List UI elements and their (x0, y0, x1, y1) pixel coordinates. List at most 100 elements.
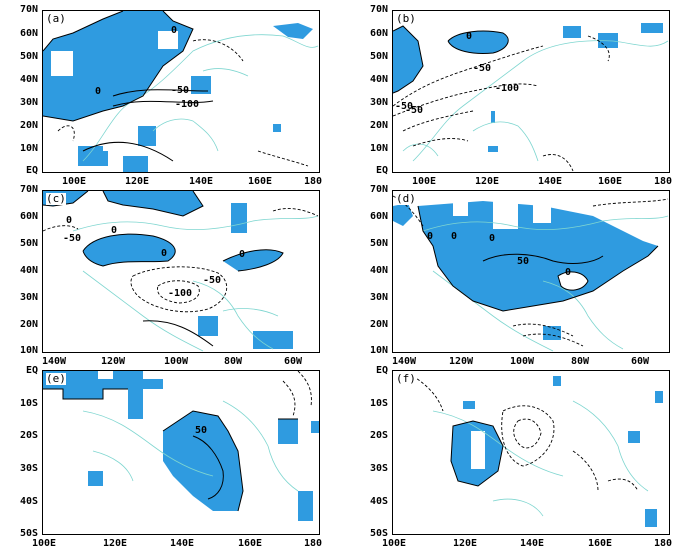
x-tick: 80W (570, 356, 590, 367)
map-frame-c: 0 -50 0 0 0 -50 -100 (c) (42, 190, 320, 353)
x-tick: 120E (474, 176, 500, 187)
masked-blocks (98, 371, 163, 379)
contours (393, 25, 509, 94)
contour-label: -50 (473, 63, 491, 74)
shaded-regions (393, 201, 658, 340)
shaded-regions (43, 11, 313, 172)
x-tick: 180 (653, 176, 673, 187)
y-tick: 50N (369, 238, 388, 249)
panel-label: (d) (396, 192, 416, 205)
y-tick: 40N (369, 265, 388, 276)
y-tick: 60N (19, 28, 38, 39)
y-tick: 40N (19, 74, 38, 85)
panel-label: (f) (396, 372, 416, 385)
x-tick: 140W (41, 356, 67, 367)
y-tick: 40S (369, 496, 388, 507)
contour-label: 0 (95, 86, 101, 97)
y-tick: 20N (369, 319, 388, 330)
coastlines (82, 34, 319, 162)
panel-label: (e) (46, 372, 66, 385)
x-tick: 120E (452, 538, 478, 549)
x-tick: 120E (102, 538, 128, 549)
x-tick: 80W (223, 356, 243, 367)
x-tick: 60W (630, 356, 650, 367)
x-tick: 140W (391, 356, 417, 367)
negative-contours (393, 195, 669, 347)
x-tick: 120W (100, 356, 126, 367)
x-tick: 140E (188, 176, 214, 187)
coastlines (72, 215, 319, 352)
contour-label: 50 (195, 425, 207, 436)
y-tick: 40N (369, 74, 388, 85)
contour-label: -50 (171, 85, 189, 96)
x-tick: 100E (61, 176, 87, 187)
y-tick: 20S (19, 430, 38, 441)
coastlines (422, 215, 669, 352)
y-tick: 20S (369, 430, 388, 441)
contour-label: 0 (66, 215, 72, 226)
y-tick: EQ (25, 365, 38, 376)
panel-label: (c) (46, 192, 66, 205)
x-tick: 100E (31, 538, 57, 549)
x-tick: 160E (587, 538, 613, 549)
y-tick: 10N (19, 345, 38, 356)
map-frame-d: 0 0 0 50 0 (d) (392, 190, 670, 353)
y-tick: 60N (369, 211, 388, 222)
y-tick: EQ (375, 165, 388, 176)
y-tick: 10N (369, 345, 388, 356)
y-tick: 10N (19, 143, 38, 154)
y-tick: EQ (375, 365, 388, 376)
x-tick: 60W (283, 356, 303, 367)
y-tick: EQ (25, 165, 38, 176)
map-frame-f: (f) (392, 370, 670, 535)
map-frame-e: 50 (e) (42, 370, 320, 535)
contour-label: -50 (405, 105, 423, 116)
y-tick: 50N (19, 238, 38, 249)
map-c: 0 -50 0 0 0 -50 -100 (43, 191, 319, 352)
y-tick: 50S (369, 528, 388, 539)
y-tick: 30N (19, 97, 38, 108)
negative-contours (57, 39, 309, 167)
x-tick: 100E (411, 176, 437, 187)
masked-blocks (51, 31, 178, 151)
y-tick: 20N (19, 120, 38, 131)
contour-label: 0 (466, 31, 472, 42)
negative-contours (412, 375, 639, 492)
contours (43, 191, 284, 347)
y-tick: 70N (369, 184, 388, 195)
contour-label: -100 (168, 288, 192, 299)
contour-label: -50 (63, 233, 81, 244)
y-tick: 30N (369, 292, 388, 303)
contour-label: 0 (171, 25, 177, 36)
x-tick: 100E (381, 538, 407, 549)
contour-label: 0 (239, 249, 245, 260)
y-tick: 40N (19, 265, 38, 276)
y-tick: 30S (369, 463, 388, 474)
contour-label: 50 (517, 256, 529, 267)
x-tick: 100W (163, 356, 189, 367)
panel-label: (a) (46, 12, 66, 25)
coastlines (402, 40, 669, 162)
coastlines (82, 400, 299, 492)
y-tick: 40S (19, 496, 38, 507)
shaded-regions (43, 371, 319, 521)
y-tick: 70N (19, 4, 38, 15)
x-tick: 180 (303, 538, 323, 549)
contour-label: 0 (565, 267, 571, 278)
x-tick: 140E (169, 538, 195, 549)
x-tick: 160E (247, 176, 273, 187)
y-tick: 60N (369, 28, 388, 39)
masked-blocks (471, 431, 485, 469)
map-b: 0 -50 -100 -50 -50 (393, 23, 669, 172)
y-tick: 30N (19, 292, 38, 303)
contour-label: -100 (175, 99, 199, 110)
y-tick: 10S (369, 398, 388, 409)
negative-contours (393, 35, 610, 172)
contours (43, 388, 298, 512)
y-tick: 20N (19, 319, 38, 330)
y-tick: 70N (369, 4, 388, 15)
masked-blocks (453, 201, 588, 291)
shaded-regions (393, 23, 663, 152)
y-tick: 70N (19, 184, 38, 195)
contour-label: 0 (161, 248, 167, 259)
